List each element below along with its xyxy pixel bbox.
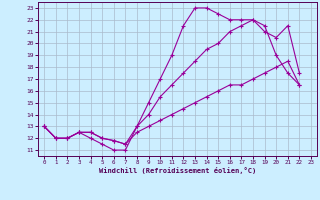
X-axis label: Windchill (Refroidissement éolien,°C): Windchill (Refroidissement éolien,°C) <box>99 167 256 174</box>
